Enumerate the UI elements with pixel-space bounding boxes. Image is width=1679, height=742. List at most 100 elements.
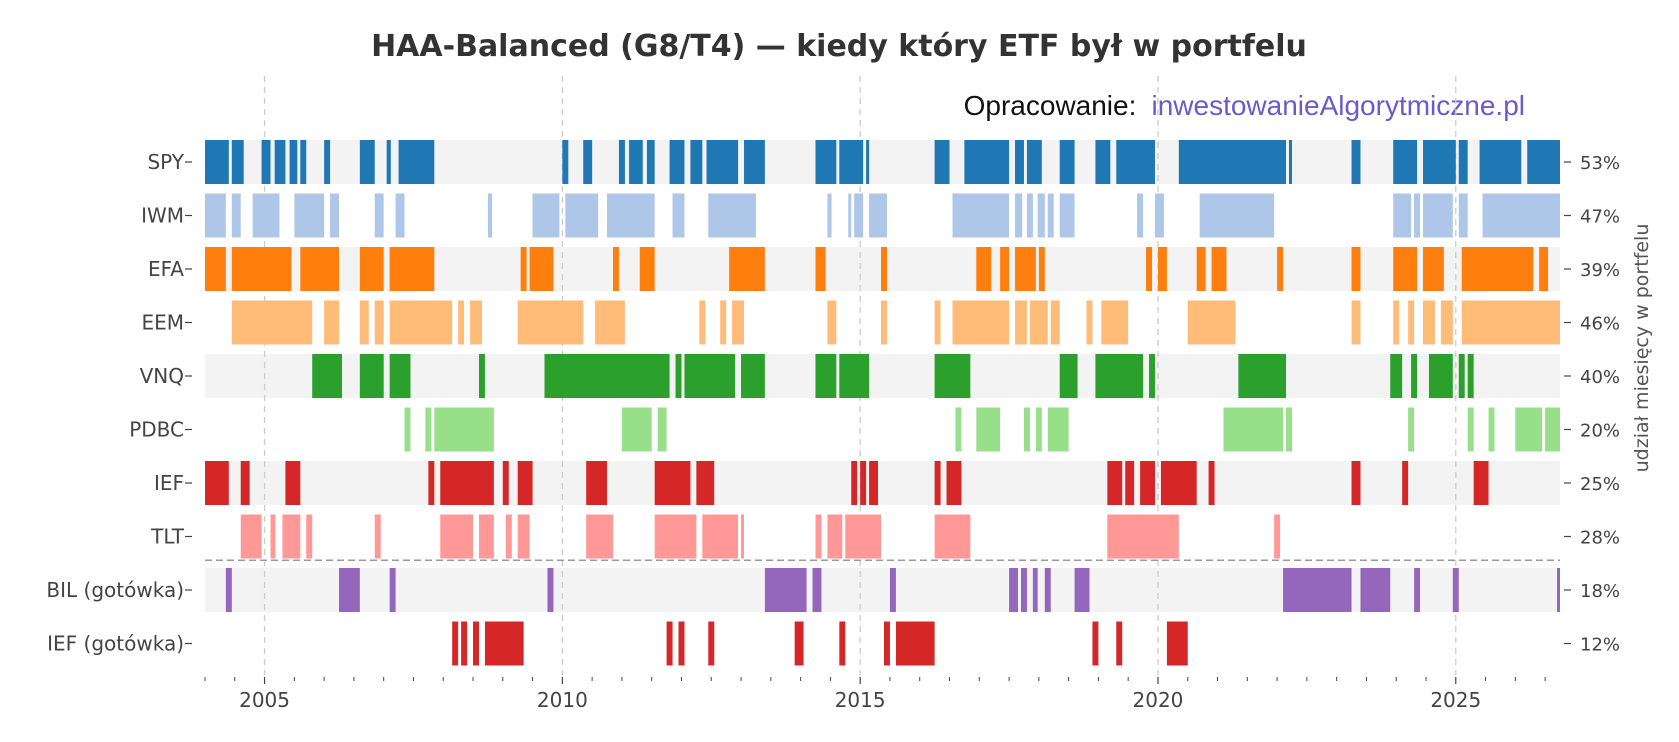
holding-bar	[487, 193, 493, 238]
holding-bar	[815, 247, 826, 291]
holding-bar	[1423, 300, 1435, 345]
etf-labels: SPY IWM EFA EEM VNQ PDBC IEF TLT BIL (gotówka) IE…	[46, 150, 192, 656]
holding-bar	[1414, 568, 1421, 612]
holding-bar	[848, 193, 852, 238]
holding-bar	[815, 514, 822, 559]
x-tick-label: 2025	[1430, 688, 1481, 712]
holding-bar	[669, 140, 685, 184]
holding-bar	[1393, 140, 1418, 184]
holding-bar	[225, 568, 232, 612]
holding-bar	[952, 193, 1010, 238]
holding-bar	[330, 193, 340, 238]
holding-bar	[1116, 140, 1155, 184]
holding-bar	[359, 354, 384, 398]
holding-bar	[1095, 354, 1144, 398]
holding-bar	[1428, 354, 1453, 398]
holding-bar	[478, 354, 485, 398]
holding-bar	[440, 461, 494, 505]
holding-bar	[952, 300, 1010, 345]
holding-bar	[1166, 621, 1188, 666]
share-label: 39%	[1580, 260, 1620, 281]
holding-bar	[583, 140, 593, 184]
etf-label: PDBC	[129, 418, 184, 442]
etf-label: IEF (gotówka)	[47, 632, 184, 656]
holding-bar	[889, 568, 896, 612]
holding-bar	[1461, 247, 1534, 291]
holding-bar	[359, 300, 369, 345]
holding-bar	[827, 300, 837, 345]
x-tick-label: 2015	[835, 688, 886, 712]
holding-bar	[666, 621, 673, 666]
holding-bar	[261, 140, 271, 184]
credit-line: Opracowanie: inwestowanieAlgorytmiczne.p…	[964, 90, 1525, 121]
holding-bar	[1408, 300, 1415, 345]
holding-bar	[1515, 407, 1543, 452]
share-label: 28%	[1580, 528, 1620, 549]
x-tick-label: 2005	[239, 688, 290, 712]
holding-bar	[1473, 461, 1489, 505]
holding-bar	[1038, 247, 1045, 291]
holding-bar	[1440, 300, 1453, 345]
holding-bar	[678, 621, 685, 666]
holding-bar	[607, 193, 655, 238]
holding-bar	[699, 300, 706, 345]
holding-bar	[839, 354, 870, 398]
holding-bar	[964, 140, 1010, 184]
credit-site-link[interactable]: inwestowanieAlgorytmiczne.pl	[1151, 90, 1525, 121]
holding-bar	[544, 354, 670, 398]
holding-bar	[1149, 354, 1155, 398]
holding-bar	[1467, 354, 1474, 398]
holding-bar	[946, 461, 962, 505]
share-label: 25%	[1580, 474, 1620, 495]
holding-bar	[425, 407, 432, 452]
holding-bar	[934, 461, 941, 505]
holding-bar	[815, 140, 837, 184]
holding-bar	[398, 140, 435, 184]
holding-bar	[289, 140, 298, 184]
holding-bar	[955, 407, 962, 452]
holding-bar	[300, 140, 307, 184]
holding-bar	[586, 461, 608, 505]
holding-bar	[1423, 247, 1444, 291]
holding-bar	[231, 300, 313, 345]
share-label: 40%	[1580, 367, 1620, 388]
holding-bar	[1351, 140, 1361, 184]
etf-label: BIL (gotówka)	[46, 578, 184, 602]
holding-bar	[517, 461, 533, 505]
holding-bar	[231, 140, 244, 184]
holding-bar	[458, 300, 465, 345]
holding-bar	[428, 461, 435, 505]
holding-bar	[478, 514, 494, 559]
holding-bar	[1116, 621, 1123, 666]
holding-bar	[1402, 461, 1409, 505]
holding-bar	[1277, 247, 1284, 291]
holding-bar	[794, 621, 804, 666]
holding-bar	[1390, 354, 1403, 398]
holding-bar	[883, 621, 890, 666]
holding-bar	[1423, 193, 1453, 238]
holding-bar	[934, 514, 971, 559]
holding-bar	[869, 461, 879, 505]
holding-bar	[1015, 247, 1036, 291]
holding-bar	[252, 193, 280, 238]
holding-bar	[1408, 407, 1415, 452]
holding-bar	[1032, 568, 1038, 612]
holding-bar	[1160, 461, 1197, 505]
holding-bar	[1086, 300, 1093, 345]
chart-title: HAA-Balanced (G8/T4) — kiedy który ETF b…	[371, 29, 1307, 64]
holding-bar	[339, 568, 360, 612]
holding-bar	[1196, 247, 1206, 291]
holding-bar	[300, 247, 340, 291]
holding-bar	[1029, 300, 1048, 345]
holding-bar	[529, 247, 554, 291]
share-label: 46%	[1580, 314, 1620, 335]
holding-bar	[517, 514, 530, 559]
holding-bar	[404, 407, 411, 452]
holding-bar	[654, 514, 697, 559]
holding-bar	[1423, 140, 1456, 184]
holding-bar	[657, 407, 667, 452]
holding-bar	[1015, 193, 1023, 238]
holding-bar	[1026, 140, 1042, 184]
holding-bar	[1137, 193, 1144, 238]
holding-bar	[1238, 354, 1287, 398]
